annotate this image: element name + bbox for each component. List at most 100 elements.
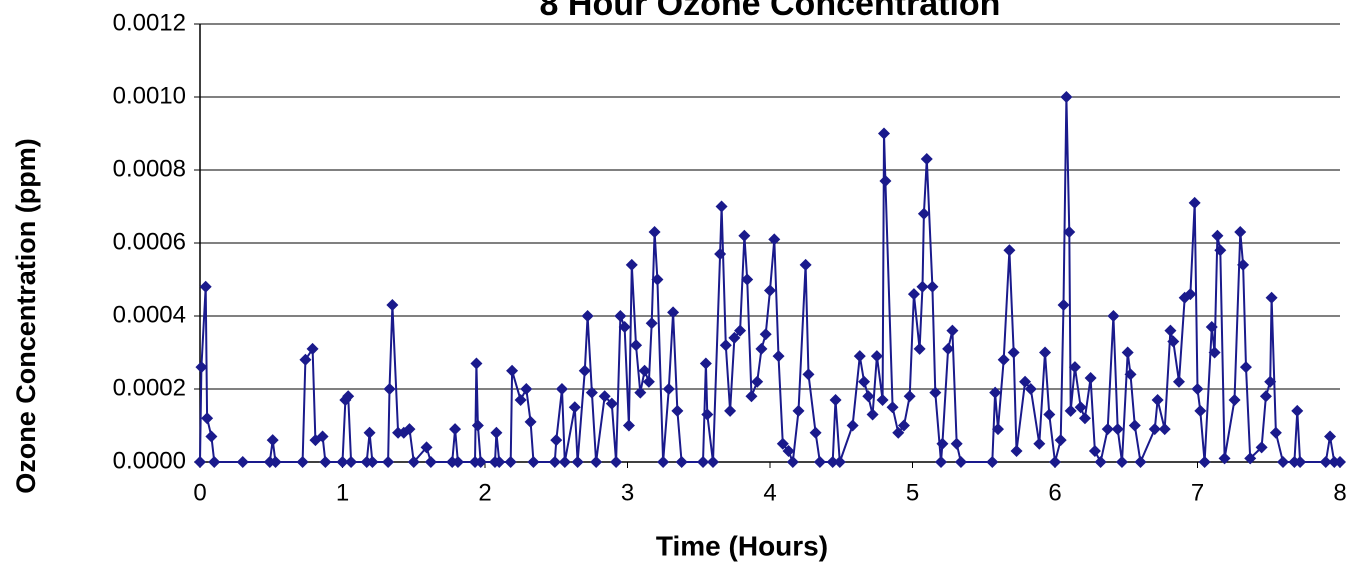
data-point	[799, 258, 812, 271]
data-point	[568, 401, 581, 414]
data-point	[1239, 361, 1252, 374]
data-point	[527, 456, 540, 468]
data-point	[581, 310, 594, 322]
data-point	[1184, 288, 1197, 301]
data-point	[920, 153, 933, 166]
data-point	[383, 383, 396, 395]
data-point	[319, 456, 332, 468]
y-tick-label: 0.0010	[113, 82, 186, 109]
data-point	[316, 430, 329, 443]
data-point	[886, 401, 899, 414]
data-point	[1010, 445, 1023, 458]
data-point	[846, 419, 859, 432]
data-point	[1334, 456, 1346, 468]
data-point	[1039, 346, 1052, 359]
data-point	[926, 280, 939, 293]
data-point	[728, 331, 741, 344]
data-point	[667, 306, 680, 319]
x-tick-label: 5	[906, 479, 919, 506]
x-tick-label: 3	[621, 479, 634, 506]
data-point	[1115, 456, 1128, 468]
data-point	[1234, 226, 1247, 239]
data-point	[1191, 383, 1204, 395]
data-point	[701, 408, 714, 421]
data-line	[199, 96, 1340, 466]
data-point	[946, 324, 959, 337]
data-point	[571, 456, 584, 468]
data-point	[862, 390, 875, 403]
data-point	[809, 426, 822, 439]
data-point	[558, 456, 571, 468]
x-tick-label: 6	[1048, 479, 1061, 506]
y-axis-label: Ozone Concentration (ppm)	[11, 138, 41, 493]
data-point	[719, 339, 732, 352]
data-point	[870, 350, 883, 363]
data-point	[493, 456, 506, 468]
data-point	[642, 375, 655, 388]
data-point	[208, 456, 221, 468]
data-point	[201, 412, 214, 425]
data-point	[1043, 408, 1056, 421]
data-point	[1101, 423, 1114, 436]
data-point	[306, 342, 319, 355]
data-point	[897, 419, 910, 432]
x-tick-label: 8	[1333, 479, 1346, 506]
data-point	[1218, 452, 1231, 465]
data-point	[1198, 456, 1211, 468]
data-point	[992, 423, 1004, 436]
data-point	[707, 456, 719, 468]
data-point	[879, 174, 892, 187]
data-point	[598, 390, 611, 403]
data-point	[1094, 456, 1107, 468]
data-point	[917, 207, 930, 220]
data-point	[878, 127, 890, 140]
data-point	[1211, 229, 1224, 242]
data-point	[614, 310, 627, 322]
data-point	[548, 456, 561, 468]
data-point	[407, 456, 420, 468]
data-point	[786, 456, 799, 468]
x-axis-label: Time (Hours)	[656, 530, 828, 561]
data-point	[734, 324, 747, 337]
data-point	[1019, 375, 1032, 388]
data-point	[520, 383, 533, 395]
data-point	[610, 456, 623, 468]
data-point	[936, 437, 949, 450]
data-point	[299, 353, 312, 366]
data-point	[449, 423, 462, 436]
data-point	[296, 456, 309, 468]
data-point	[697, 456, 710, 468]
data-point	[605, 397, 618, 410]
data-point	[715, 200, 728, 213]
data-point	[1088, 445, 1101, 458]
data-point	[514, 393, 527, 406]
data-point	[935, 456, 947, 468]
data-point	[1208, 346, 1221, 359]
data-point	[1264, 375, 1277, 388]
data-point	[1124, 368, 1137, 381]
data-point	[336, 456, 349, 468]
y-tick-label: 0.0008	[113, 155, 186, 182]
data-point	[424, 456, 437, 468]
data-point	[199, 280, 212, 293]
data-point	[474, 456, 487, 468]
data-point	[205, 430, 218, 443]
data-point	[745, 390, 758, 403]
data-point	[638, 364, 651, 377]
x-tick-label: 1	[336, 479, 349, 506]
data-point	[954, 456, 967, 468]
data-point	[1049, 456, 1061, 468]
x-tick-label: 7	[1191, 479, 1204, 506]
data-point	[741, 273, 754, 286]
data-point	[1111, 423, 1124, 436]
data-point	[1205, 320, 1218, 333]
data-point	[662, 383, 675, 395]
data-point	[1255, 441, 1268, 454]
data-point	[1269, 426, 1282, 439]
data-point	[699, 357, 712, 370]
data-point	[833, 456, 846, 468]
data-point	[671, 404, 684, 417]
data-point	[1214, 244, 1227, 257]
